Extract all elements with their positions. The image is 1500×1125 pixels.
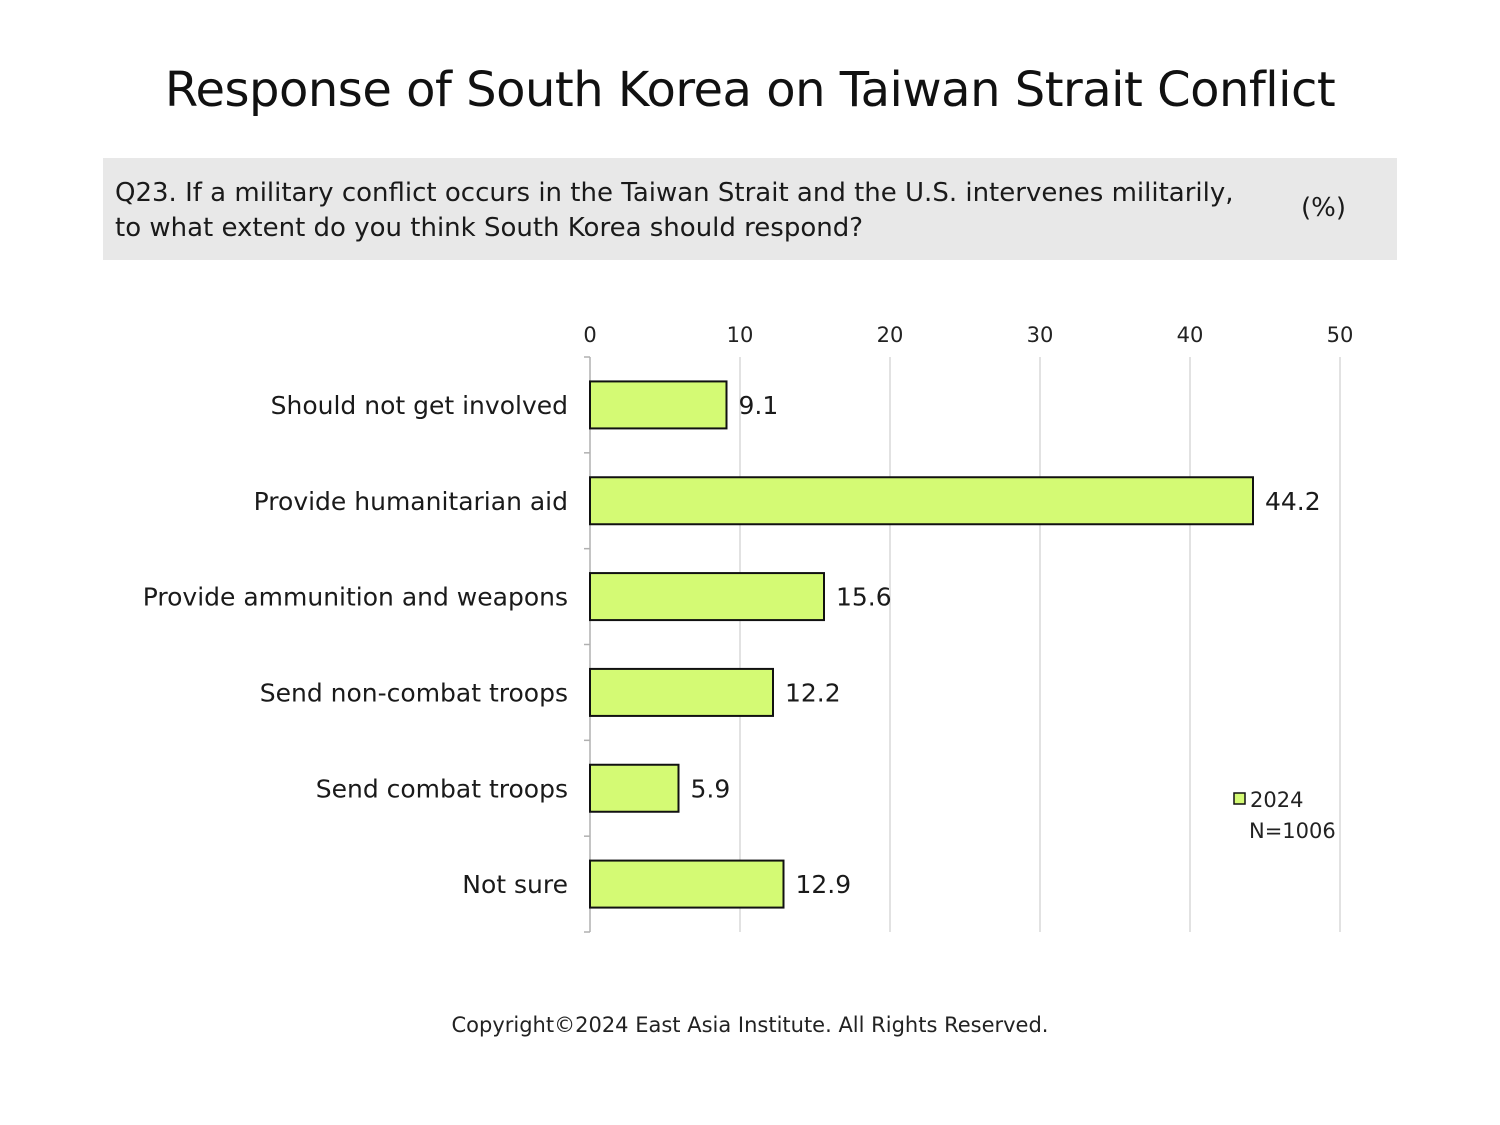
category-label: Should not get involved bbox=[271, 391, 568, 420]
category-label: Send combat troops bbox=[316, 774, 568, 803]
question-text: Q23. If a military conflict occurs in th… bbox=[115, 176, 1265, 246]
data-label: 12.9 bbox=[796, 870, 852, 899]
category-label: Provide humanitarian aid bbox=[254, 487, 568, 516]
page-title: Response of South Korea on Taiwan Strait… bbox=[164, 62, 1336, 118]
bar bbox=[589, 572, 825, 622]
x-tick-label: 10 bbox=[727, 323, 754, 347]
x-tick-label: 20 bbox=[877, 323, 904, 347]
data-label: 44.2 bbox=[1265, 487, 1321, 516]
category-label: Send non-combat troops bbox=[260, 678, 568, 707]
x-tick-label: 30 bbox=[1027, 323, 1054, 347]
bar bbox=[589, 380, 728, 430]
unit-label: (%) bbox=[1301, 193, 1346, 223]
data-label: 9.1 bbox=[739, 391, 779, 420]
copyright-footer: Copyright©2024 East Asia Institute. All … bbox=[451, 1013, 1049, 1037]
data-label: 12.2 bbox=[785, 678, 841, 707]
bar bbox=[589, 763, 680, 813]
bar bbox=[589, 859, 785, 909]
question-line-2: to what extent do you think South Korea … bbox=[115, 213, 864, 243]
legend-label: 2024 bbox=[1250, 788, 1303, 812]
category-label: Provide ammunition and weapons bbox=[143, 583, 568, 612]
x-tick-label: 0 bbox=[583, 323, 596, 347]
category-label: Not sure bbox=[462, 870, 568, 899]
data-label: 5.9 bbox=[691, 774, 731, 803]
legend-swatch bbox=[1233, 792, 1246, 805]
legend-sample-size: N=1006 bbox=[1249, 819, 1336, 843]
x-tick-label: 50 bbox=[1327, 323, 1354, 347]
data-label: 15.6 bbox=[836, 583, 892, 612]
question-line-1: Q23. If a military conflict occurs in th… bbox=[115, 178, 1234, 208]
x-tick-label: 40 bbox=[1177, 323, 1204, 347]
bar bbox=[589, 476, 1254, 526]
question-box: Q23. If a military conflict occurs in th… bbox=[103, 158, 1397, 260]
bar bbox=[589, 667, 774, 717]
